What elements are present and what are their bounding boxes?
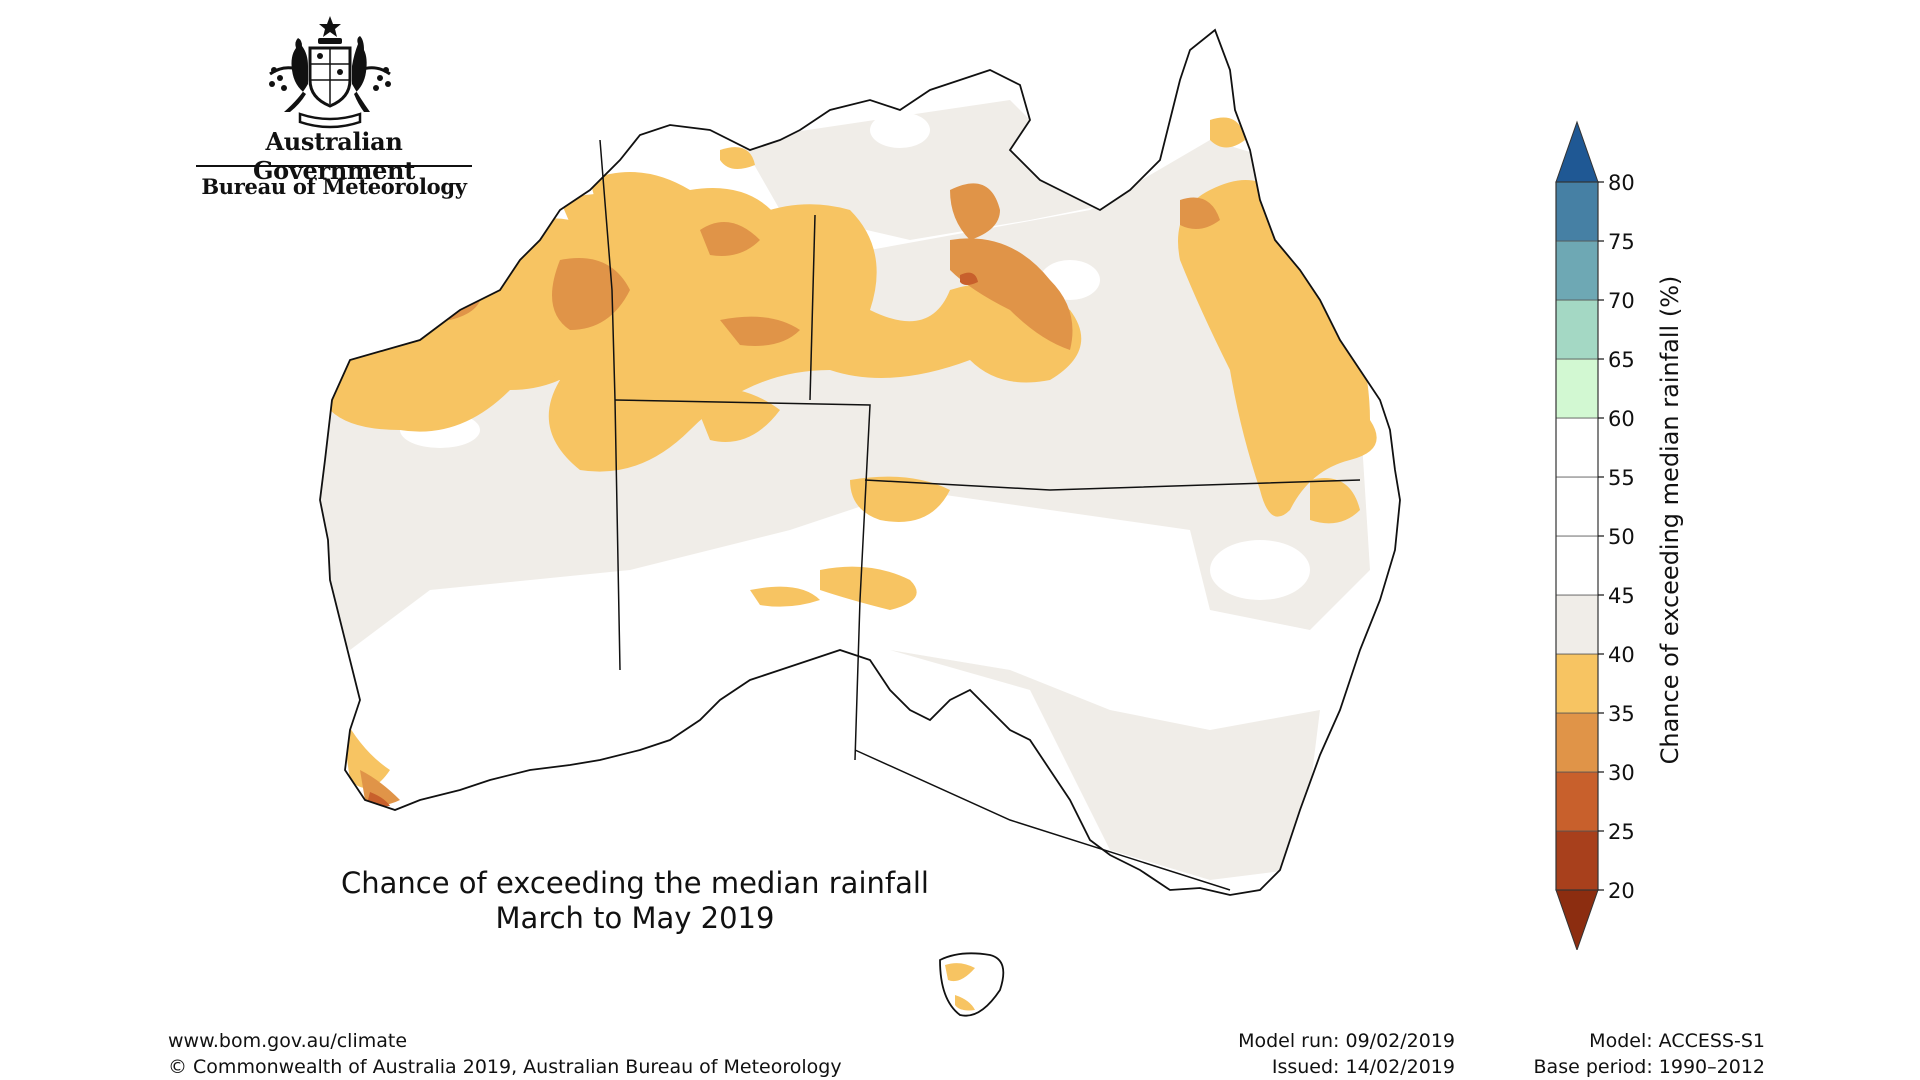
footer-copyright: © Commonwealth of Australia 2019, Austra…	[168, 1056, 842, 1078]
colorbar-bin	[1555, 594, 1599, 655]
colorbar-tick-label: 55	[1608, 466, 1635, 490]
colorbar-bin	[1555, 830, 1599, 891]
colorbar-tick-label: 45	[1608, 584, 1635, 608]
agency-name: Bureau of Meteorology	[201, 174, 467, 199]
footer-model-run: Model run: 09/02/2019	[1238, 1030, 1455, 1052]
map-title-line-2: March to May 2019	[495, 901, 775, 935]
state-borders	[599, 139, 1361, 891]
government-name: Australian Government	[252, 127, 415, 185]
colorbar-bin	[1555, 240, 1599, 301]
footer-base-period: Base period: 1990–2012	[1533, 1056, 1765, 1078]
colorbar-tick-label: 30	[1608, 761, 1635, 785]
colorbar-bin	[1555, 358, 1599, 419]
map-title: Chance of exceeding the median rainfall …	[290, 866, 980, 936]
colorbar-bins	[1555, 120, 1599, 950]
footer-model: Model: ACCESS-S1	[1589, 1030, 1765, 1052]
colorbar-bin	[1555, 181, 1599, 242]
colorbar-tick-label: 20	[1608, 879, 1635, 903]
colorbar-bin	[1555, 299, 1599, 360]
colorbar-tick-label: 40	[1608, 643, 1635, 667]
colorbar-bin	[1555, 653, 1599, 714]
australia-rainfall-map	[319, 29, 1401, 1017]
colorbar-ticks: 20 25 30 35 40 45 50 55 60 65 70 75 80	[1598, 171, 1635, 903]
colorbar-tick-label: 35	[1608, 702, 1635, 726]
colorbar-legend: 20 25 30 35 40 45 50 55 60 65 70 75 80	[1555, 120, 1635, 950]
colorbar-tick-label: 25	[1608, 820, 1635, 844]
header-divider	[196, 165, 472, 167]
map-title-line-1: Chance of exceeding the median rainfall	[340, 866, 929, 900]
coat-of-arms-icon	[269, 16, 391, 129]
colorbar-tick-label: 70	[1608, 289, 1635, 313]
footer-url[interactable]: www.bom.gov.au/climate	[168, 1030, 408, 1052]
colorbar-bin	[1555, 771, 1599, 832]
footer-issued: Issued: 14/02/2019	[1271, 1056, 1455, 1078]
colorbar-tick-label: 80	[1608, 171, 1635, 195]
colorbar-bin	[1555, 535, 1599, 596]
colorbar-bin-extend-low	[1555, 889, 1599, 950]
colorbar-tick-label: 50	[1608, 525, 1635, 549]
colorbar-label: Chance of exceeding median rainfall (%)	[1656, 275, 1684, 765]
colorbar-tick-label: 60	[1608, 407, 1635, 431]
colorbar-tick-label: 65	[1608, 348, 1635, 372]
colorbar-bin-extend-high	[1555, 120, 1599, 183]
colorbar-bin	[1555, 476, 1599, 537]
colorbar-bin	[1555, 417, 1599, 478]
colorbar-tick-label: 75	[1608, 230, 1635, 254]
colorbar-bin	[1555, 712, 1599, 773]
